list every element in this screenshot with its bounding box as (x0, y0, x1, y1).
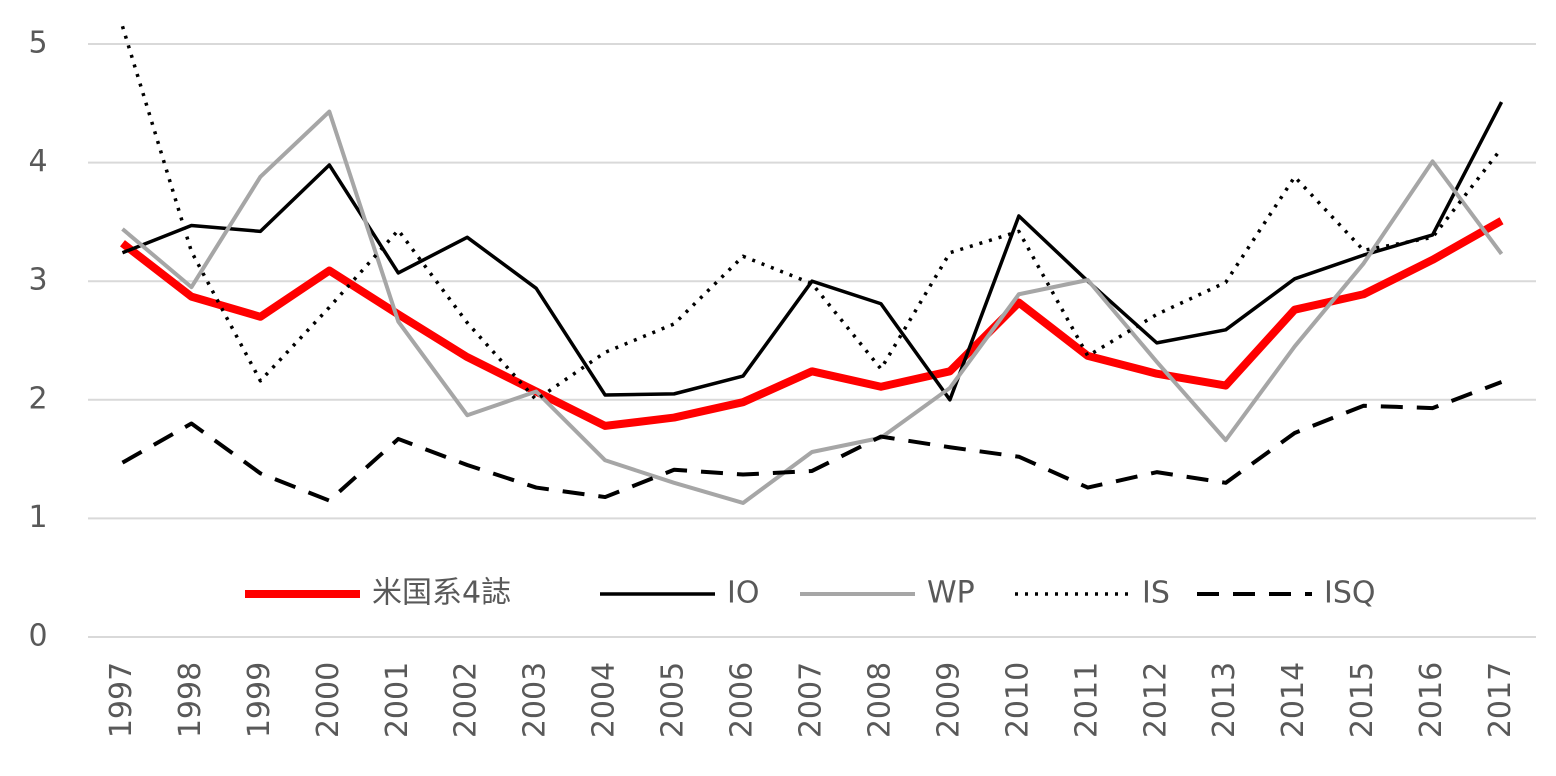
x-tick-label: 2002 (449, 662, 484, 738)
x-tick-label: 2007 (794, 662, 829, 738)
x-tick-label: 2004 (587, 662, 622, 738)
y-tick-label: 5 (28, 26, 47, 61)
x-tick-label: 1998 (173, 662, 208, 738)
x-tick-label: 2014 (1276, 662, 1311, 738)
x-tick-label: 2005 (656, 662, 691, 738)
x-tick-label: 2009 (931, 662, 966, 738)
y-tick-label: 2 (28, 381, 47, 416)
y-tick-label: 4 (28, 144, 47, 179)
series-line (121, 101, 1504, 402)
legend-label: 米国系4誌 (372, 576, 511, 611)
x-tick-label: 2010 (1000, 662, 1035, 738)
x-tick-label: 2017 (1483, 662, 1518, 738)
x-tick-label: 1997 (104, 662, 139, 738)
legend-label: IO (727, 576, 759, 611)
x-tick-label: 2003 (518, 662, 553, 738)
x-tick-label: 2008 (862, 662, 897, 738)
x-tick-label: 2013 (1207, 662, 1242, 738)
series-line (120, 217, 1504, 430)
x-tick-label: 2012 (1138, 662, 1173, 738)
x-tick-label: 2015 (1345, 662, 1380, 738)
legend-label: WP (927, 576, 975, 611)
x-tick-label: 2006 (725, 662, 760, 738)
legend-label: IS (1142, 576, 1170, 611)
x-tick-label: 2016 (1414, 662, 1449, 738)
x-tick-label: 2001 (380, 662, 415, 738)
x-tick-label: 2011 (1069, 662, 1104, 738)
y-tick-label: 0 (28, 619, 47, 654)
series-line (121, 109, 1504, 505)
y-tick-label: 1 (28, 500, 47, 535)
x-tick-label: 1999 (242, 662, 277, 738)
legend-label: ISQ (1324, 576, 1376, 611)
series-line (121, 380, 1503, 503)
y-tick-label: 3 (28, 263, 47, 298)
x-tick-label: 2000 (311, 662, 346, 738)
